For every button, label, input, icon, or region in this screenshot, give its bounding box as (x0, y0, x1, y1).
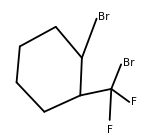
Text: F: F (131, 97, 137, 107)
Text: Br: Br (98, 12, 110, 22)
Text: F: F (107, 125, 113, 135)
Text: Br: Br (123, 58, 134, 68)
